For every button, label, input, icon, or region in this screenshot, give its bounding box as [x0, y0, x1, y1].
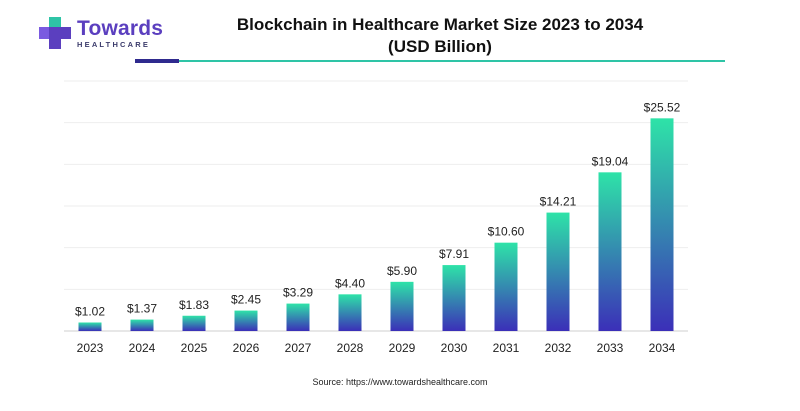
- bar-2027: [286, 303, 310, 331]
- data-label-2033: $19.04: [592, 154, 629, 168]
- bar-2025: [182, 315, 206, 331]
- x-tick-2025: 2025: [181, 341, 208, 355]
- bar-2028: [338, 294, 362, 331]
- data-label-2032: $14.21: [540, 195, 577, 209]
- bar-2031: [494, 242, 518, 331]
- data-label-2023: $1.02: [75, 305, 105, 319]
- data-label-2026: $2.45: [231, 293, 261, 307]
- data-label-2025: $1.83: [179, 298, 209, 312]
- chart-gridlines: [64, 80, 688, 332]
- bar-2033: [598, 172, 622, 331]
- data-label-2034: $25.52: [644, 100, 681, 114]
- data-label-2031: $10.60: [488, 225, 525, 239]
- bar-2032: [546, 212, 570, 331]
- chart-title: Blockchain in Healthcare Market Size 202…: [180, 14, 700, 58]
- brand-tagline: HEALTHCARE: [77, 39, 151, 49]
- x-tick-2023: 2023: [77, 341, 104, 355]
- x-tick-2026: 2026: [233, 341, 260, 355]
- header-rule: [179, 60, 725, 62]
- data-label-2028: $4.40: [335, 276, 365, 290]
- header-rule-accent: [135, 59, 179, 63]
- x-tick-2029: 2029: [389, 341, 416, 355]
- x-tick-2033: 2033: [597, 341, 624, 355]
- chart-x-ticks: 2023 2024 2025 2026 2027 2028 2029 2030 2031 2032…: [77, 341, 676, 355]
- brand-name: Towards: [77, 16, 164, 40]
- bar-2023: [78, 322, 102, 331]
- data-label-2024: $1.37: [127, 302, 157, 316]
- source-note: Source: https://www.towardshealthcare.co…: [312, 377, 488, 387]
- x-tick-2027: 2027: [285, 341, 312, 355]
- medical-cross-icon: [39, 17, 71, 49]
- chart-title-main: Blockchain in Healthcare Market Size 202…: [236, 15, 644, 34]
- chart-data-labels: $1.02 $1.37 $1.83 $2.45 $3.29 $4.40 $5.90 $7.91…: [75, 100, 681, 318]
- x-tick-2031: 2031: [493, 341, 520, 355]
- bar-2024: [130, 319, 154, 331]
- bar-2026: [234, 310, 258, 331]
- bar-2034: [650, 118, 674, 331]
- data-label-2030: $7.91: [439, 247, 469, 261]
- data-label-2027: $3.29: [283, 286, 313, 300]
- bar-2030: [442, 265, 466, 331]
- x-tick-2032: 2032: [545, 341, 572, 355]
- x-tick-2024: 2024: [129, 341, 156, 355]
- bar-2029: [390, 281, 414, 331]
- x-tick-2034: 2034: [649, 341, 676, 355]
- data-label-2029: $5.90: [387, 264, 417, 278]
- chart-subtitle: (USD Billion): [388, 37, 492, 56]
- x-tick-2028: 2028: [337, 341, 364, 355]
- chart-bars: [78, 118, 674, 331]
- x-tick-2030: 2030: [441, 341, 468, 355]
- brand-logo: Towards HEALTHCARE: [36, 14, 163, 52]
